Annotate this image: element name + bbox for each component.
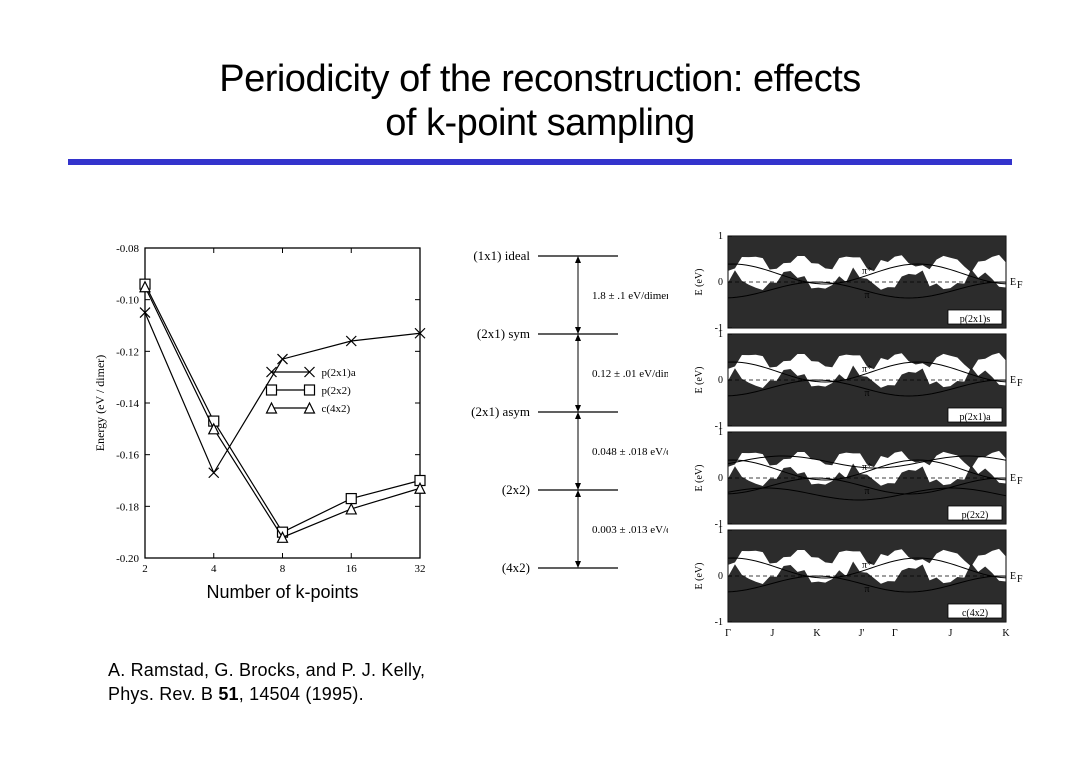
svg-text:p(2x1)a: p(2x1)a (322, 367, 356, 379)
svg-text:4: 4 (211, 563, 217, 575)
citation: A. Ramstad, G. Brocks, and P. J. Kelly, … (108, 658, 425, 707)
svg-text:-0.10: -0.10 (116, 295, 139, 307)
svg-text:-1: -1 (715, 617, 723, 628)
svg-text:Number of k-points: Number of k-points (206, 582, 358, 602)
svg-text:1: 1 (718, 525, 723, 536)
left-chart-svg: -0.08 -0.10 -0.12 -0.14 -0.16 -0.18 -0.202 4 8 16… (90, 238, 430, 618)
svg-text:-0.18: -0.18 (116, 501, 139, 513)
svg-text:π: π (864, 290, 869, 301)
svg-text:π*: π* (862, 462, 872, 473)
svg-text:(2x1) asym: (2x1) asym (471, 404, 530, 419)
svg-text:1.8 ± .1 eV/dimer: 1.8 ± .1 eV/dimer (592, 290, 668, 302)
ladder-svg: (1x1) ideal (2x1) sym (2x1) asym (2x2) (4x2)… (448, 238, 668, 598)
svg-text:K: K (813, 628, 821, 639)
content-area: -0.08 -0.10 -0.12 -0.14 -0.16 -0.18 -0.202 4 8 16… (0, 230, 1080, 763)
svg-text:(2x1) sym: (2x1) sym (477, 326, 530, 341)
svg-text:c(4x2): c(4x2) (962, 608, 988, 619)
svg-text:E (eV): E (eV) (694, 269, 705, 296)
svg-text:-0.20: -0.20 (116, 553, 139, 565)
energy-ladder-diagram: (1x1) ideal (2x1) sym (2x1) asym (2x2) (4x2)… (448, 238, 668, 598)
svg-text:J: J (771, 628, 775, 639)
svg-text:E (eV): E (eV) (694, 465, 705, 492)
energy-vs-kpoints-chart: -0.08 -0.10 -0.12 -0.14 -0.16 -0.18 -0.202 4 8 16… (90, 238, 430, 618)
svg-text:p(2x2): p(2x2) (962, 510, 989, 521)
svg-text:p(2x1)a: p(2x1)a (959, 412, 991, 423)
svg-text:-0.16: -0.16 (116, 450, 139, 462)
svg-text:E: E (1010, 375, 1016, 386)
svg-text:J: J (948, 628, 952, 639)
svg-text:K: K (1002, 628, 1010, 639)
svg-text:π*: π* (862, 560, 872, 571)
svg-text:(1x1) ideal: (1x1) ideal (473, 248, 530, 263)
svg-text:Energy (eV / dimer): Energy (eV / dimer) (93, 355, 107, 452)
svg-text:π*: π* (862, 266, 872, 277)
svg-text:-0.14: -0.14 (116, 398, 139, 410)
bands-svg: -101E (eV)EFπ*πp(2x1)s-101E (eV)EFπ*πp(2… (690, 230, 1030, 660)
svg-text:E: E (1010, 473, 1016, 484)
svg-text:8: 8 (280, 563, 286, 575)
band-structure-panels: -101E (eV)EFπ*πp(2x1)s-101E (eV)EFπ*πp(2… (690, 230, 1030, 660)
svg-text:π: π (864, 388, 869, 399)
citation-line2-c: , 14504 (1995). (239, 684, 364, 704)
svg-text:0.003 ± .013 eV/dimer: 0.003 ± .013 eV/dimer (592, 524, 668, 536)
svg-text:π: π (864, 584, 869, 595)
title-line-2: of k-point sampling (385, 102, 694, 144)
slide: Periodicity of the reconstruction: effec… (0, 0, 1080, 763)
svg-text:-0.08: -0.08 (116, 243, 139, 255)
title-underline (68, 159, 1012, 165)
svg-text:F: F (1017, 280, 1023, 291)
svg-text:E: E (1010, 277, 1016, 288)
svg-text:F: F (1017, 574, 1023, 585)
svg-text:1: 1 (718, 231, 723, 242)
svg-text:0: 0 (718, 375, 723, 386)
svg-text:π*: π* (862, 364, 872, 375)
svg-text:E (eV): E (eV) (694, 367, 705, 394)
citation-line1: A. Ramstad, G. Brocks, and P. J. Kelly, (108, 660, 425, 680)
citation-line2-a: Phys. Rev. B (108, 684, 218, 704)
svg-text:0.048 ± .018 eV/dimer: 0.048 ± .018 eV/dimer (592, 446, 668, 458)
svg-text:0.12 ± .01 eV/dimer: 0.12 ± .01 eV/dimer (592, 368, 668, 380)
svg-text:(2x2): (2x2) (502, 482, 530, 497)
svg-text:c(4x2): c(4x2) (322, 403, 351, 415)
svg-text:E: E (1010, 571, 1016, 582)
svg-text:E (eV): E (eV) (694, 563, 705, 590)
svg-text:J': J' (859, 628, 865, 639)
svg-text:π: π (864, 486, 869, 497)
svg-text:0: 0 (718, 473, 723, 484)
svg-text:Γ: Γ (892, 628, 898, 639)
svg-text:F: F (1017, 378, 1023, 389)
citation-volume: 51 (218, 684, 238, 704)
slide-title: Periodicity of the reconstruction: effec… (0, 0, 1080, 145)
svg-text:16: 16 (346, 563, 358, 575)
svg-text:32: 32 (415, 563, 426, 575)
title-line-1: Periodicity of the reconstruction: effec… (219, 58, 861, 100)
svg-text:0: 0 (718, 277, 723, 288)
svg-text:2: 2 (142, 563, 148, 575)
svg-text:Γ: Γ (725, 628, 731, 639)
svg-text:(4x2): (4x2) (502, 560, 530, 575)
svg-text:F: F (1017, 476, 1023, 487)
svg-text:p(2x1)s: p(2x1)s (960, 314, 991, 325)
svg-text:p(2x2): p(2x2) (322, 385, 352, 397)
svg-text:1: 1 (718, 329, 723, 340)
svg-text:0: 0 (718, 571, 723, 582)
svg-text:1: 1 (718, 427, 723, 438)
svg-text:-0.12: -0.12 (116, 346, 139, 358)
